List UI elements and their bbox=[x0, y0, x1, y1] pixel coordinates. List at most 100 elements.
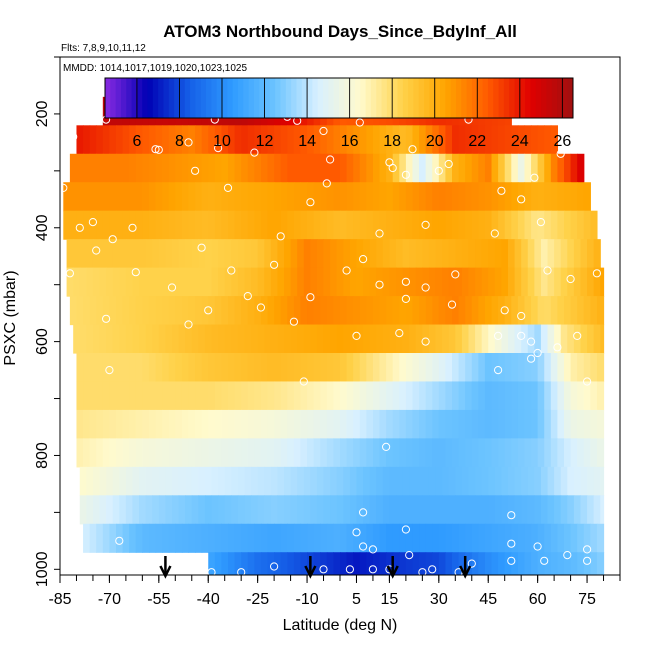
heatmap-cell bbox=[181, 409, 190, 439]
heatmap-cell bbox=[270, 466, 279, 496]
heatmap-cell bbox=[284, 495, 292, 525]
colorbar-segment bbox=[163, 78, 170, 118]
heatmap-cell bbox=[313, 523, 321, 553]
heatmap-cell bbox=[155, 210, 163, 240]
heatmap-cell bbox=[448, 466, 456, 496]
heatmap-cell bbox=[531, 381, 539, 411]
heatmap-cell bbox=[122, 296, 130, 326]
colorbar-tick-label: 26 bbox=[553, 133, 571, 150]
sample-point bbox=[375, 280, 384, 289]
heatmap-cell bbox=[372, 296, 381, 326]
heatmap-cell bbox=[432, 296, 440, 326]
heatmap-cell bbox=[79, 466, 87, 496]
heatmap-cell bbox=[83, 153, 91, 183]
heatmap-cell bbox=[356, 466, 364, 496]
colorbar-segment bbox=[370, 78, 377, 118]
colorbar-segment bbox=[493, 78, 500, 118]
heatmap-cell bbox=[132, 324, 140, 354]
heatmap-cell bbox=[587, 239, 595, 269]
heatmap-cell bbox=[577, 153, 585, 183]
heatmap-cell bbox=[188, 182, 196, 212]
heatmap-cell bbox=[461, 324, 470, 354]
heatmap-cell bbox=[504, 409, 512, 439]
colorbar-segment bbox=[280, 78, 287, 118]
heatmap-cell bbox=[287, 296, 295, 326]
heatmap-cell bbox=[537, 438, 545, 468]
heatmap-cell bbox=[188, 353, 196, 383]
heatmap-cell bbox=[455, 466, 463, 496]
heatmap-cell bbox=[201, 210, 209, 240]
heatmap-cell bbox=[244, 495, 252, 525]
heatmap-cell bbox=[517, 182, 526, 212]
sample-point bbox=[65, 269, 75, 278]
colorbar-segment bbox=[136, 78, 143, 118]
heatmap-cell bbox=[125, 466, 134, 496]
heatmap-cell bbox=[531, 296, 539, 326]
heatmap-cell bbox=[428, 495, 437, 525]
heatmap-cell bbox=[168, 438, 176, 468]
heatmap-cell bbox=[148, 125, 157, 155]
heatmap-cell bbox=[531, 125, 539, 155]
heatmap-cell bbox=[544, 353, 552, 383]
heatmap-cell bbox=[257, 495, 265, 525]
heatmap-cell bbox=[316, 466, 325, 496]
heatmap-cell bbox=[307, 353, 315, 383]
heatmap-cell bbox=[402, 495, 410, 525]
heatmap-cell bbox=[333, 381, 341, 411]
heatmap-cell bbox=[313, 125, 321, 155]
heatmap-cell bbox=[511, 210, 519, 240]
heatmap-cell bbox=[405, 296, 414, 326]
heatmap-cell bbox=[376, 495, 384, 525]
heatmap-cell bbox=[221, 552, 229, 575]
heatmap-cell bbox=[300, 210, 308, 240]
heatmap-cell bbox=[320, 523, 328, 553]
colorbar-segment bbox=[222, 78, 228, 118]
heatmap-cell bbox=[139, 267, 147, 297]
heatmap-cell bbox=[310, 324, 318, 354]
heatmap-cell bbox=[323, 324, 331, 354]
sample-point bbox=[214, 144, 223, 153]
heatmap-cell bbox=[438, 381, 447, 411]
heatmap-cell bbox=[181, 438, 190, 468]
heatmap-cell bbox=[284, 324, 292, 354]
heatmap-cell bbox=[145, 267, 153, 297]
heatmap-cell bbox=[356, 267, 364, 297]
heatmap-cell bbox=[504, 182, 512, 212]
colorbar-tick-label: 10 bbox=[213, 133, 231, 150]
heatmap-cell bbox=[363, 466, 371, 496]
heatmap-cell bbox=[92, 495, 101, 525]
heatmap-cell bbox=[231, 324, 239, 354]
sample-point bbox=[553, 343, 562, 352]
heatmap-cell bbox=[109, 438, 117, 468]
heatmap-cell bbox=[405, 438, 414, 468]
heatmap-cell bbox=[135, 381, 143, 411]
heatmap-cell bbox=[405, 523, 414, 553]
heatmap-cell bbox=[386, 552, 394, 575]
heatmap-cell bbox=[333, 409, 341, 439]
heatmap-cell bbox=[524, 409, 532, 439]
heatmap-cell bbox=[234, 125, 242, 155]
heatmap-cell bbox=[172, 466, 180, 496]
heatmap-cell bbox=[484, 296, 493, 326]
heatmap-cell bbox=[560, 324, 568, 354]
colorbar-segment bbox=[519, 78, 526, 118]
heatmap-cell bbox=[573, 495, 582, 525]
heatmap-cell bbox=[221, 523, 229, 553]
heatmap-cell bbox=[181, 153, 190, 183]
heatmap-cell bbox=[254, 438, 262, 468]
heatmap-cell bbox=[583, 210, 591, 240]
sample-point bbox=[497, 186, 506, 195]
sample-point bbox=[592, 269, 602, 278]
heatmap-cell bbox=[465, 353, 473, 383]
heatmap-cell bbox=[412, 552, 420, 575]
colorbar-segment bbox=[514, 78, 521, 118]
heatmap-cell bbox=[155, 438, 163, 468]
heatmap-cell bbox=[221, 409, 229, 439]
sample-point bbox=[507, 511, 516, 520]
heatmap-cell bbox=[419, 153, 427, 183]
heatmap-cell bbox=[300, 381, 308, 411]
sample-point bbox=[352, 528, 361, 537]
heatmap-cell bbox=[550, 409, 559, 439]
colorbar-segment bbox=[269, 78, 276, 118]
heatmap-cell bbox=[172, 239, 180, 269]
